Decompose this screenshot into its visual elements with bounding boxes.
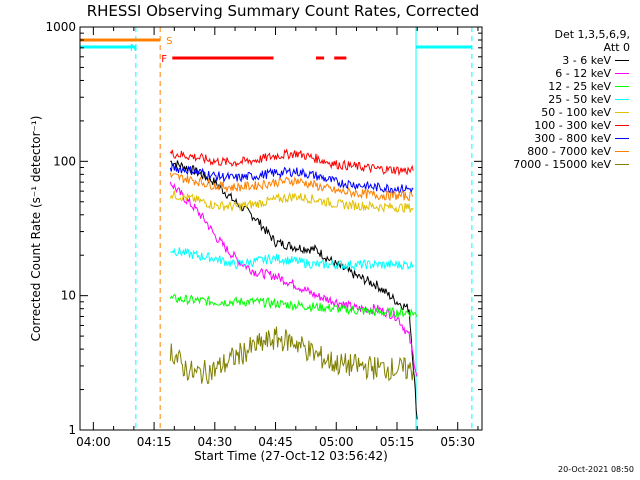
legend-entry: 12 - 25 keV (480, 80, 632, 93)
series-group (169, 148, 418, 420)
legend-entry-label: 25 - 50 keV (548, 93, 611, 106)
series-line (170, 247, 414, 271)
legend-swatch (615, 86, 629, 87)
x-tick-label: 04:15 (137, 435, 172, 449)
legend-entry: 300 - 800 keV (480, 132, 632, 145)
series-line (169, 293, 418, 319)
legend-entry: 7000 - 15000 keV (480, 158, 632, 171)
legend-swatch (615, 73, 629, 74)
legend-swatch (615, 60, 629, 61)
legend-entry-label: 100 - 300 keV (534, 119, 611, 132)
legend-entry: 50 - 100 keV (480, 106, 632, 119)
legend-swatch (615, 138, 629, 139)
chart-title: RHESSI Observing Summary Count Rates, Co… (86, 2, 480, 20)
legend-swatch (615, 112, 629, 113)
y-tick-label: 10 (61, 289, 76, 303)
x-tick-label: 04:30 (198, 435, 233, 449)
y-axis-label: Corrected Count Rate (s⁻¹ detector⁻¹) (29, 116, 43, 342)
legend-entry-label: 800 - 7000 keV (527, 145, 611, 158)
footer-timestamp: 20-Oct-2021 08:50 (558, 465, 634, 474)
y-tick-label: 100 (53, 154, 76, 168)
legend-swatch (615, 164, 629, 165)
x-tick-label: 04:45 (258, 435, 293, 449)
x-tick-label: 05:00 (319, 435, 354, 449)
flag-label: N (130, 43, 137, 54)
legend-entry: 3 - 6 keV (480, 54, 632, 67)
flag-bars: S N F (80, 36, 472, 65)
legend-swatch (615, 99, 629, 100)
series-line (169, 190, 414, 214)
axes-group: 1 10 100 1000 04:00 04:15 04:30 04:45 05:00 05:15… (45, 20, 482, 449)
x-axis-label: Start Time (27-Oct-12 03:56:42) (194, 449, 388, 463)
legend-entry: 25 - 50 keV (480, 93, 632, 106)
legend: Det 1,3,5,6,9, Att 0 3 - 6 keV 6 - 12 keV… (480, 28, 632, 171)
series-line (169, 181, 418, 377)
legend-entry-label: 6 - 12 keV (555, 67, 611, 80)
legend-entry: 800 - 7000 keV (480, 145, 632, 158)
flag-label: S (166, 36, 172, 47)
series-line (169, 148, 414, 177)
legend-swatch (615, 151, 629, 152)
y-tick-label: 1 (68, 423, 76, 437)
y-tick-label: 1000 (45, 20, 76, 34)
x-tick-label: 04:00 (76, 435, 111, 449)
flag-label: F (161, 54, 167, 65)
legend-entries: 3 - 6 keV 6 - 12 keV 12 - 25 keV 25 - 50 ke… (480, 54, 632, 171)
series-line (170, 160, 418, 420)
legend-entry-label: 7000 - 15000 keV (513, 158, 611, 171)
x-tick-label: 05:30 (440, 435, 475, 449)
legend-entry: 100 - 300 keV (480, 119, 632, 132)
series-line (169, 326, 414, 385)
series-line (169, 163, 414, 194)
legend-entry-label: 12 - 25 keV (548, 80, 611, 93)
legend-entry-label: 300 - 800 keV (534, 132, 611, 145)
plot-frame (79, 26, 483, 431)
legend-swatch (615, 125, 629, 126)
legend-header-line-1: Det 1,3,5,6,9, (554, 28, 630, 41)
legend-entry-label: 50 - 100 keV (541, 106, 611, 119)
legend-entry-label: 3 - 6 keV (562, 54, 611, 67)
legend-entry: 6 - 12 keV (480, 67, 632, 80)
legend-header-line-2: Att 0 (603, 41, 630, 54)
series-line (169, 172, 414, 202)
x-tick-label: 05:15 (380, 435, 415, 449)
